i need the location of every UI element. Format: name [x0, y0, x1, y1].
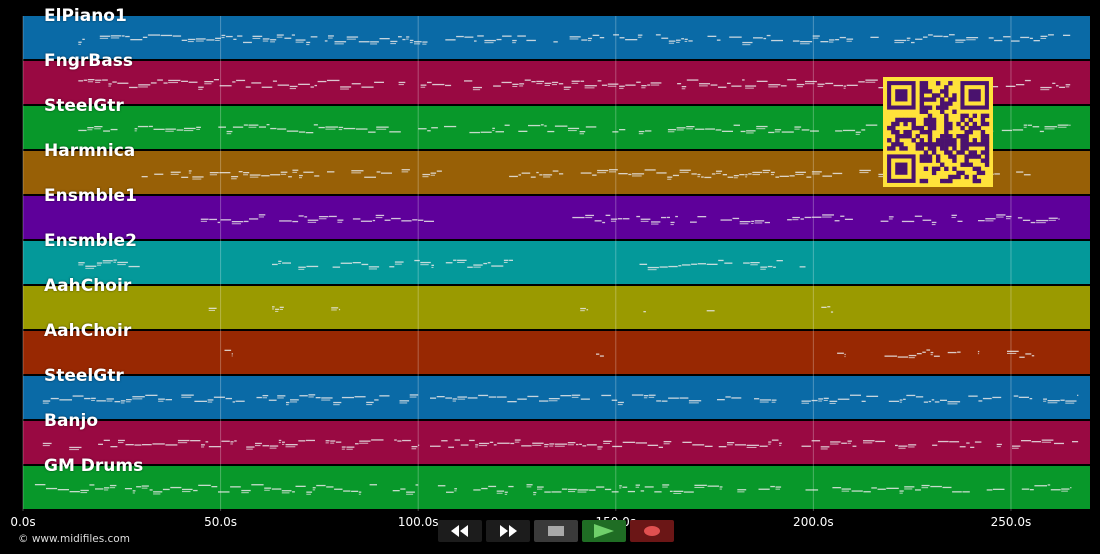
copyright-text: © www.midifiles.com — [18, 533, 130, 545]
track-name-label: SteelGtr — [44, 96, 124, 116]
track-name-label: AahChoir — [44, 276, 132, 296]
track-lane — [23, 241, 1090, 284]
track-name-label: AahChoir — [44, 321, 132, 341]
track-name-label: FngrBass — [44, 51, 133, 71]
track-lane — [23, 466, 1090, 509]
time-tick-label: 250.0s — [990, 515, 1032, 529]
time-tick-label: 50.0s — [204, 515, 238, 529]
track-lane — [23, 286, 1090, 329]
track-name-label: Banjo — [44, 411, 99, 431]
track-notes — [208, 306, 834, 313]
record-button[interactable] — [630, 520, 674, 542]
track-name-label: SteelGtr — [44, 366, 124, 386]
transport-controls — [438, 520, 674, 542]
track-name-label: Harmnica — [44, 141, 136, 161]
play-icon — [592, 524, 616, 538]
fast-forward-icon — [497, 525, 519, 537]
track-name-label: Ensmble1 — [44, 186, 137, 206]
time-tick-label: 100.0s — [397, 515, 439, 529]
track-notes — [42, 394, 1079, 406]
rewind-icon — [449, 525, 471, 537]
track-notes — [200, 214, 1060, 226]
qr-code-icon — [883, 77, 993, 187]
track-notes — [78, 34, 1071, 46]
track-notes — [42, 439, 1079, 451]
record-icon — [643, 525, 661, 537]
play-button[interactable] — [582, 520, 626, 542]
track-lane — [23, 196, 1090, 239]
track-notes — [224, 349, 1035, 359]
stop-button[interactable] — [534, 520, 578, 542]
track-name-label: GM Drums — [44, 456, 144, 476]
track-notes — [34, 484, 1072, 496]
track-lane — [23, 421, 1090, 464]
time-tick-label: 0.0s — [10, 515, 36, 529]
stop-icon — [547, 525, 565, 537]
time-tick-label: 200.0s — [793, 515, 834, 529]
track-name-label: Ensmble2 — [44, 231, 137, 251]
fast-forward-button[interactable] — [486, 520, 530, 542]
track-lane — [23, 331, 1090, 374]
track-lane — [23, 16, 1090, 59]
rewind-button[interactable] — [438, 520, 482, 542]
track-name-label: ElPiano1 — [44, 6, 127, 26]
track-notes — [78, 259, 806, 271]
track-lane — [23, 376, 1090, 419]
